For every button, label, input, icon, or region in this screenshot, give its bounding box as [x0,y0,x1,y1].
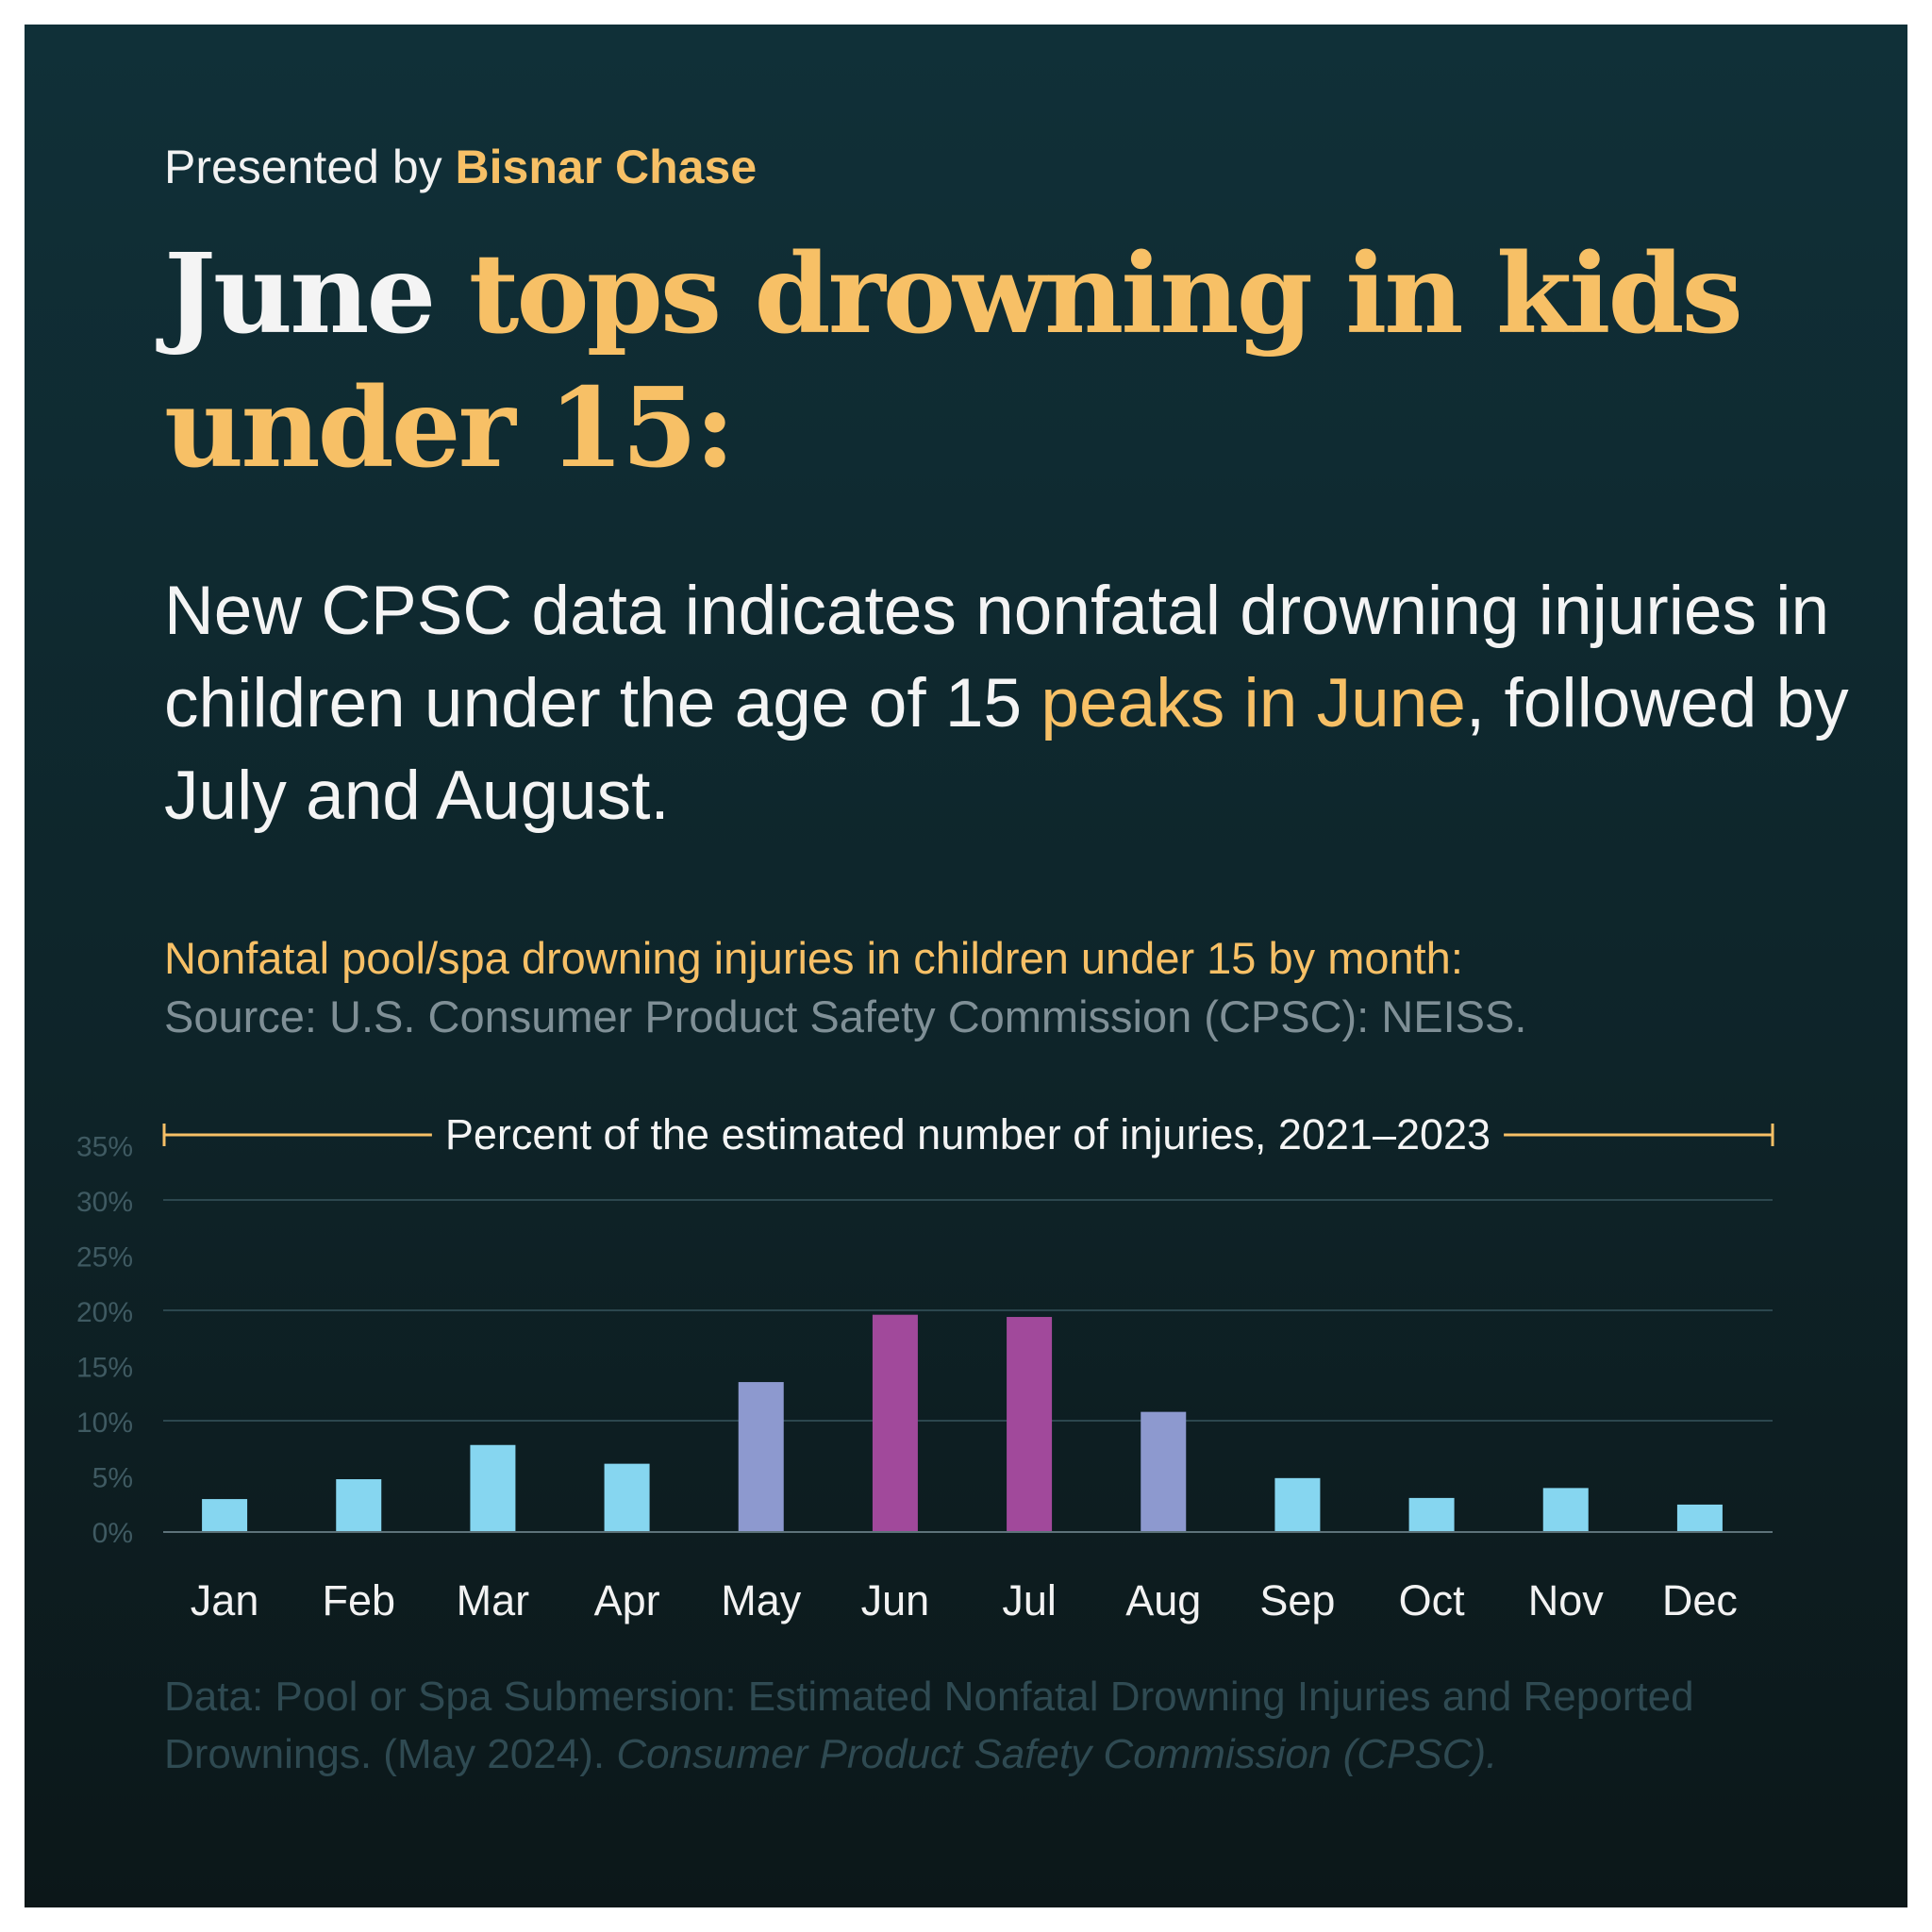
bars [202,1314,1723,1531]
y-tick-label: 15% [76,1352,133,1383]
x-tick-label: Sep [1259,1576,1335,1624]
subhead-highlight: peaks in June [1041,665,1466,741]
y-tick-label: 5% [92,1462,133,1493]
bar [336,1479,382,1531]
bar [604,1463,650,1531]
bar [872,1314,918,1531]
subhead-part1: New CPSC data indicates nonfatal drownin… [164,573,1830,741]
bar [470,1444,516,1531]
subheadline: New CPSC data indicates nonfatal drownin… [164,565,1853,842]
bar-chart: 0% 5% 10% 15% 20% 25% 30% 35% Jan Feb Mar Apr May Ju… [76,1110,1774,1624]
presented-prefix: Presented by [164,141,442,193]
subhead-part2: , followed by July and August. [164,665,1849,834]
headline-june: June [164,230,436,358]
bar [1007,1317,1053,1531]
bar [1274,1477,1321,1531]
chart-title-group: Percent of the estimated number of injur… [162,1110,1774,1158]
footer-text: Data: Pool or Spa Submersion: Estimated … [164,1674,1694,1777]
x-tick-label: Mar [457,1576,530,1624]
y-tick-label: 0% [92,1518,133,1549]
x-axis: Jan Feb Mar Apr May Jun Jul Aug Sep Oct Nov Dec [191,1576,1738,1624]
presented-by: Presented by Bisnar Chase [164,140,757,194]
x-tick-label: Jan [191,1576,259,1624]
bar [202,1499,248,1531]
x-tick-label: Oct [1399,1576,1466,1624]
y-tick-label: 10% [76,1407,133,1439]
x-tick-label: Apr [594,1576,660,1624]
bar [1676,1504,1723,1531]
x-tick-label: Jul [1002,1576,1057,1624]
x-tick-label: Feb [322,1576,395,1624]
brand-name: Bisnar Chase [455,141,758,193]
headline-rest: tops drowning in kids under 15: [164,230,1743,492]
gridlines [163,1199,1773,1533]
footer-italic: Consumer Product Safety Commission (CPSC… [616,1731,1498,1777]
y-tick-label: 25% [76,1241,133,1273]
y-tick-label: 30% [76,1187,133,1218]
footer-citation: Data: Pool or Spa Submersion: Estimated … [164,1668,1853,1783]
y-tick-label: 20% [76,1297,133,1328]
bar [1141,1411,1187,1531]
x-tick-label: Jun [861,1576,930,1624]
bar [1408,1497,1455,1531]
bar [738,1382,784,1531]
chart-source: Source: U.S. Consumer Product Safety Com… [164,991,1527,1041]
infographic-card: Presented by Bisnar Chase June tops drow… [25,25,1907,1907]
chart-title: Percent of the estimated number of injur… [445,1110,1491,1158]
chart-heading: Nonfatal pool/spa drowning injuries in c… [164,933,1463,983]
x-tick-label: Dec [1662,1576,1738,1624]
bar [1542,1488,1589,1531]
x-tick-label: Nov [1528,1576,1605,1624]
x-tick-label: Aug [1125,1576,1201,1624]
headline: June tops drowning in kids under 15: [164,227,1843,495]
x-tick-label: May [721,1576,802,1624]
y-axis: 0% 5% 10% 15% 20% 25% 30% 35% [76,1131,133,1549]
y-tick-label: 35% [76,1131,133,1162]
